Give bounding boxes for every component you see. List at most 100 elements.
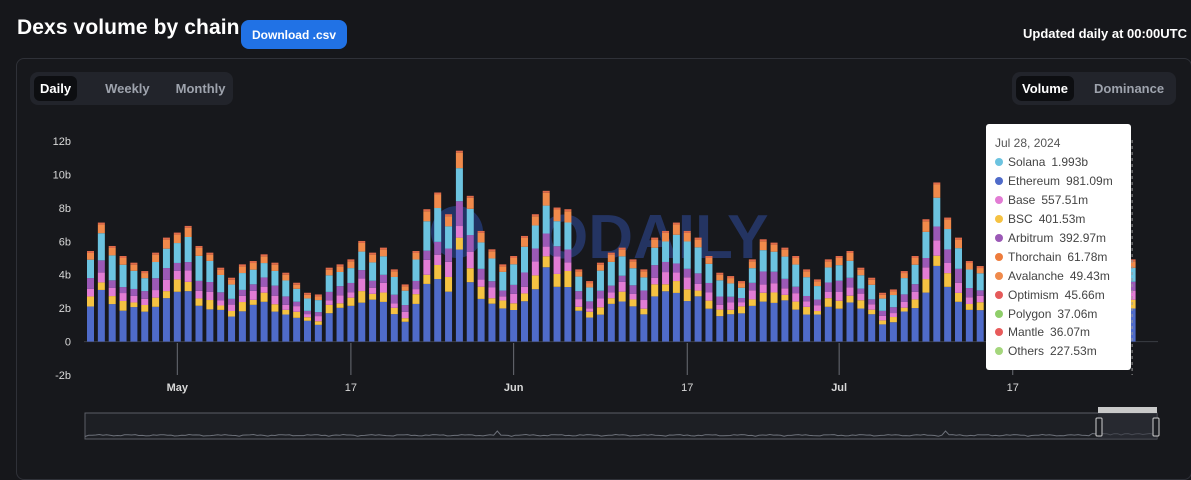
bar-stack[interactable] bbox=[466, 195, 474, 342]
bar-segment-solana bbox=[564, 222, 572, 250]
date-range-slider[interactable] bbox=[84, 407, 1160, 440]
bar-stack[interactable] bbox=[824, 259, 832, 342]
bar-stack[interactable] bbox=[260, 254, 268, 342]
bar-stack[interactable] bbox=[738, 281, 745, 342]
bar-stack[interactable] bbox=[955, 237, 962, 342]
bar-stack[interactable] bbox=[716, 272, 724, 342]
bar-stack[interactable] bbox=[607, 252, 615, 342]
bar-stack[interactable] bbox=[217, 267, 225, 342]
bar-stack[interactable] bbox=[445, 214, 453, 342]
slider-right-handle[interactable] bbox=[1152, 417, 1160, 437]
bar-stack[interactable] bbox=[130, 262, 138, 342]
bar-stack[interactable] bbox=[477, 230, 485, 342]
bar-stack[interactable] bbox=[249, 261, 257, 342]
bar-stack[interactable] bbox=[911, 256, 919, 342]
bar-stack[interactable] bbox=[325, 267, 333, 342]
bar-stack[interactable] bbox=[108, 245, 116, 342]
bar-stack[interactable] bbox=[173, 232, 181, 342]
bar-stack[interactable] bbox=[694, 237, 702, 342]
bar-stack[interactable] bbox=[336, 264, 344, 342]
bar-segment-solana bbox=[369, 262, 377, 281]
bar-stack[interactable] bbox=[868, 277, 876, 342]
bar-stack[interactable] bbox=[933, 182, 941, 342]
bar-stack[interactable] bbox=[596, 262, 604, 342]
bar-stack[interactable] bbox=[423, 209, 431, 342]
bar-stack[interactable] bbox=[770, 242, 778, 342]
bar-stack[interactable] bbox=[846, 250, 854, 342]
bar-stack[interactable] bbox=[683, 230, 691, 342]
bar-stack[interactable] bbox=[228, 277, 236, 342]
bar-stack[interactable] bbox=[271, 262, 279, 342]
bar-stack[interactable] bbox=[119, 256, 127, 342]
bar-stack[interactable] bbox=[813, 279, 821, 342]
bar-stack[interactable] bbox=[97, 222, 105, 342]
bar-stack[interactable] bbox=[965, 261, 973, 342]
bar-stack[interactable] bbox=[803, 269, 811, 342]
bar-stack[interactable] bbox=[401, 284, 409, 342]
bar-stack[interactable] bbox=[705, 256, 713, 342]
bar-stack[interactable] bbox=[944, 217, 952, 342]
download-csv-button[interactable]: Download .csv bbox=[241, 20, 347, 49]
bar-stack[interactable] bbox=[575, 269, 583, 342]
bar-stack[interactable] bbox=[358, 240, 366, 342]
bar-stack[interactable] bbox=[195, 245, 203, 342]
bar-stack[interactable] bbox=[586, 281, 594, 342]
bar-stack[interactable] bbox=[629, 259, 637, 342]
bar-stack[interactable] bbox=[900, 271, 908, 342]
bar-segment-others bbox=[238, 266, 246, 274]
bar-stack[interactable] bbox=[488, 249, 496, 342]
bar-stack[interactable] bbox=[889, 289, 897, 342]
bar-stack[interactable] bbox=[835, 256, 843, 342]
bar-stack[interactable] bbox=[727, 276, 735, 342]
bar-stack[interactable] bbox=[390, 269, 398, 342]
bar-stack[interactable] bbox=[282, 272, 290, 342]
bar-stack[interactable] bbox=[379, 247, 387, 342]
bar-segment-base bbox=[596, 298, 604, 308]
bar-stack[interactable] bbox=[455, 150, 463, 342]
bar-stack[interactable] bbox=[781, 247, 789, 342]
bar-stack[interactable] bbox=[499, 264, 507, 342]
bar-stack[interactable] bbox=[792, 256, 800, 342]
bar-stack[interactable] bbox=[922, 219, 930, 342]
bar-stack[interactable] bbox=[347, 259, 355, 342]
bar-stack[interactable] bbox=[553, 207, 561, 342]
bar-stack[interactable] bbox=[412, 250, 420, 342]
bar-stack[interactable] bbox=[184, 225, 192, 342]
bar-stack[interactable] bbox=[238, 264, 246, 342]
tab-daily[interactable]: Daily bbox=[34, 76, 78, 101]
bar-stack[interactable] bbox=[531, 214, 539, 342]
bar-stack[interactable] bbox=[542, 190, 550, 342]
tab-volume[interactable]: Volume bbox=[1016, 76, 1074, 101]
bar-stack[interactable] bbox=[640, 269, 648, 342]
bar-stack[interactable] bbox=[564, 209, 572, 342]
bar-stack[interactable] bbox=[651, 237, 659, 342]
tab-monthly[interactable]: Monthly bbox=[175, 81, 226, 96]
bar-stack[interactable] bbox=[748, 259, 756, 342]
bar-stack[interactable] bbox=[206, 252, 214, 342]
bar-stack[interactable] bbox=[618, 247, 626, 342]
bar-stack[interactable] bbox=[857, 267, 865, 342]
bar-stack[interactable] bbox=[976, 266, 984, 342]
bar-stack[interactable] bbox=[87, 250, 94, 342]
tab-dominance[interactable]: Dominance bbox=[1094, 81, 1165, 96]
tab-weekly[interactable]: Weekly bbox=[105, 81, 150, 96]
x-tick-label: May bbox=[167, 382, 189, 394]
slider-selection[interactable] bbox=[1098, 408, 1157, 439]
bar-stack[interactable] bbox=[293, 282, 301, 342]
bar-stack[interactable] bbox=[879, 292, 887, 342]
bar-stack[interactable] bbox=[521, 235, 528, 342]
bar-stack[interactable] bbox=[434, 192, 442, 342]
tooltip-series-name: Mantle bbox=[1008, 325, 1045, 340]
bar-stack[interactable] bbox=[369, 252, 377, 342]
bar-stack[interactable] bbox=[162, 237, 170, 342]
bar-stack[interactable] bbox=[141, 271, 149, 342]
bar-stack[interactable] bbox=[152, 252, 160, 342]
bar-stack[interactable] bbox=[304, 292, 311, 342]
bar-stack[interactable] bbox=[672, 222, 680, 342]
slider-left-handle[interactable] bbox=[1095, 417, 1103, 437]
bar-stack[interactable] bbox=[662, 230, 670, 342]
bar-stack[interactable] bbox=[314, 294, 322, 342]
slider-selection-bar[interactable] bbox=[1098, 407, 1157, 413]
bar-stack[interactable] bbox=[510, 256, 518, 342]
bar-stack[interactable] bbox=[759, 239, 767, 342]
